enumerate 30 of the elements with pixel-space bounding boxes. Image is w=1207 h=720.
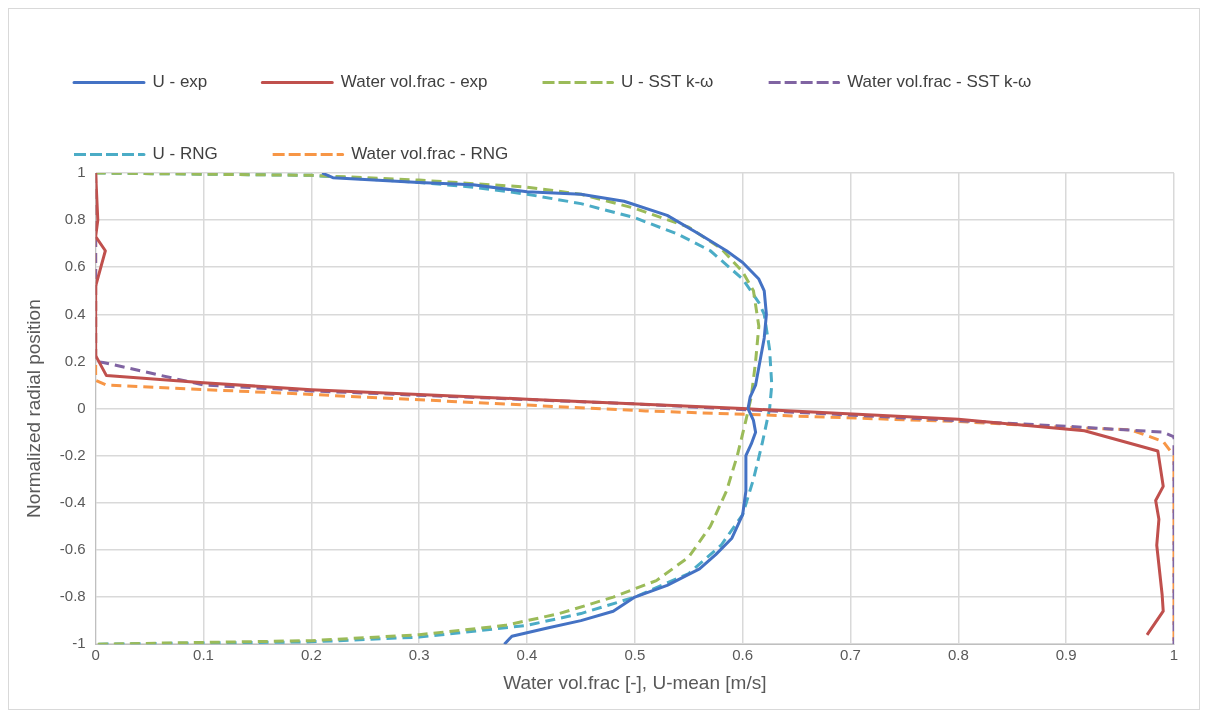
y-tick-label: 1 bbox=[77, 163, 86, 181]
y-tick-label: -0.2 bbox=[59, 445, 86, 463]
y-tick-label: 0 bbox=[77, 398, 86, 416]
x-tick-label: 0.6 bbox=[732, 646, 754, 664]
y-tick-label: 0.4 bbox=[64, 304, 86, 322]
x-tick-label: 0.4 bbox=[516, 646, 538, 664]
legend-label: U - SST k-ω bbox=[621, 72, 714, 92]
x-axis-title: Water vol.frac [-], U-mean [m/s] bbox=[503, 671, 767, 693]
x-tick-label: 0.3 bbox=[408, 646, 430, 664]
legend-label: Water vol.frac - RNG bbox=[351, 144, 509, 164]
legend-label: U - exp bbox=[152, 72, 208, 92]
y-tick-label: 0.6 bbox=[64, 257, 86, 275]
y-axis-title: Normalized radial position bbox=[22, 299, 44, 518]
y-tick-label: 0.8 bbox=[64, 210, 86, 228]
x-tick-label: 1 bbox=[1169, 646, 1179, 664]
x-tick-label: 0.5 bbox=[624, 646, 646, 664]
x-tick-label: 0.2 bbox=[300, 646, 322, 664]
legend-label: U - RNG bbox=[152, 144, 218, 164]
x-tick-label: 0.8 bbox=[947, 646, 969, 664]
y-tick-label: 0.2 bbox=[64, 351, 86, 369]
legend-label: Water vol.frac - exp bbox=[340, 72, 488, 92]
y-tick-label: -0.6 bbox=[59, 540, 86, 558]
x-tick-label: 0.9 bbox=[1055, 646, 1077, 664]
y-tick-label: -0.4 bbox=[59, 492, 86, 510]
x-tick-label: 0.1 bbox=[193, 646, 214, 664]
x-tick-label: 0 bbox=[91, 646, 100, 664]
y-tick-label: -0.8 bbox=[59, 587, 86, 605]
y-tick-label: -1 bbox=[72, 634, 86, 652]
x-tick-label: 0.7 bbox=[840, 646, 861, 664]
legend-label: Water vol.frac - SST k-ω bbox=[847, 72, 1032, 92]
